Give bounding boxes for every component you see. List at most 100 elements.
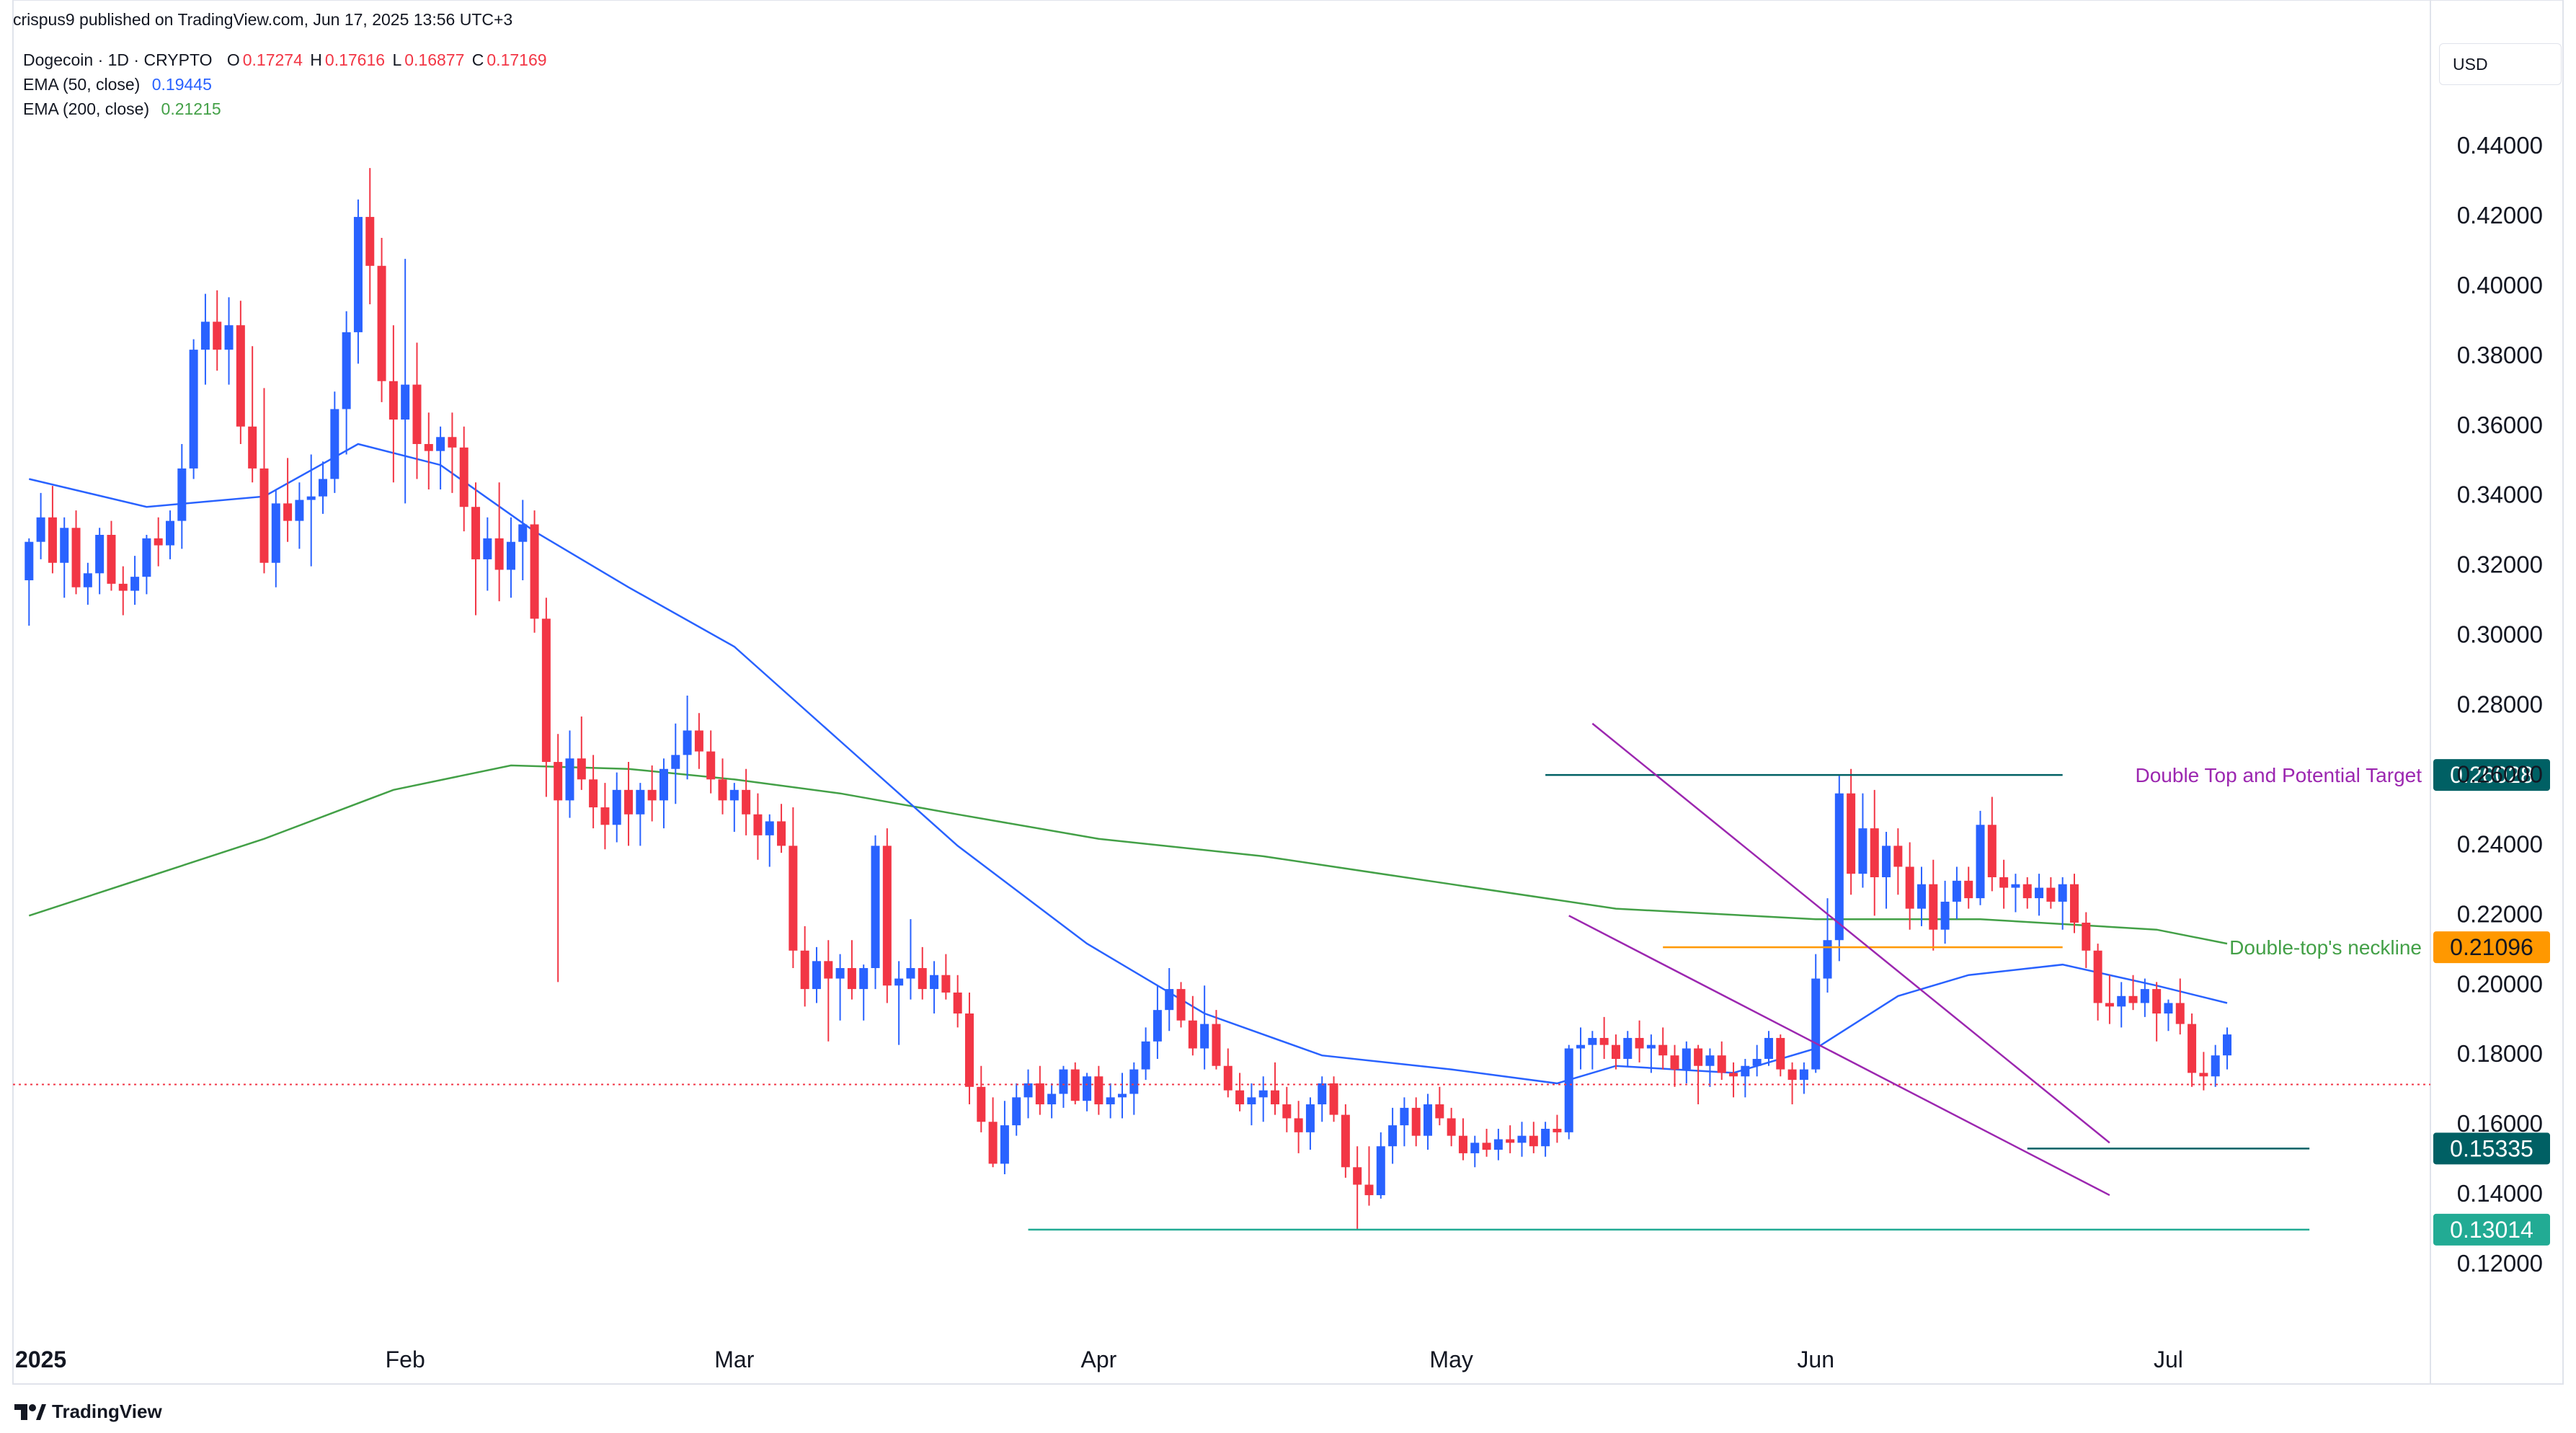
support-1-price-box [2433, 1132, 2550, 1165]
candle-body [1741, 1065, 1750, 1077]
candle-body [1952, 880, 1961, 902]
candle-body [1094, 1076, 1103, 1105]
candle-body [1305, 1104, 1315, 1132]
ema200-value: 0.21215 [161, 99, 221, 118]
candle-body [377, 265, 386, 381]
candle-body [894, 978, 904, 986]
candle-body [1987, 825, 1997, 877]
support-1-price-label: 0.15335 [2450, 1135, 2533, 1161]
y-tick-label: 0.20000 [2457, 970, 2543, 997]
y-tick-label: 0.18000 [2457, 1040, 2543, 1067]
currency-selector[interactable]: USD [2439, 43, 2562, 85]
candle-body [71, 528, 81, 587]
y-tick-label: 0.16000 [2457, 1110, 2543, 1137]
candle-body [1083, 1076, 1092, 1101]
candle-body [1200, 1024, 1209, 1049]
high-value: 0.17616 [324, 50, 386, 69]
candle-body [1529, 1135, 1538, 1147]
candle-body [1152, 1010, 1162, 1042]
candle-body [624, 789, 634, 815]
candle-body [1682, 1048, 1691, 1070]
candle-body [2223, 1034, 2231, 1056]
candle-body [342, 332, 351, 409]
candle-body [718, 779, 727, 801]
candle-body [236, 325, 245, 427]
candle-body [494, 538, 504, 570]
candle-body [471, 507, 481, 559]
candle-body [541, 618, 551, 763]
candle-body [1882, 846, 1891, 877]
candle-body [130, 577, 140, 591]
candle-body [36, 517, 45, 542]
y-tick-label: 0.42000 [2457, 202, 2543, 229]
candle-body [1329, 1083, 1338, 1115]
candle-body [1929, 884, 1938, 930]
candle-body [859, 968, 869, 990]
double-top-target-price-label: 0.26028 [2450, 762, 2533, 788]
candle-body [248, 426, 257, 469]
candle-body [25, 541, 34, 581]
candle-body [835, 968, 845, 979]
candle-body [1717, 1055, 1726, 1073]
candle-body [589, 779, 598, 808]
y-tick-label: 0.32000 [2457, 551, 2543, 578]
x-tick-label: May [1429, 1347, 1473, 1372]
candle-body [1023, 1083, 1033, 1098]
candle-body [565, 758, 574, 801]
ema200-line [28, 764, 2228, 945]
candle-body [2022, 884, 2032, 899]
candle-body [1223, 1065, 1233, 1091]
ema50-legend[interactable]: EMA (50, close) 0.19445 [23, 75, 212, 94]
candle-body [1517, 1135, 1527, 1143]
candle-body [2175, 1003, 2185, 1024]
candle-body [1212, 1024, 1221, 1066]
candle-body [554, 762, 563, 801]
candle-body [224, 325, 234, 350]
candle-body [964, 1013, 974, 1087]
candle-body [2035, 887, 2044, 899]
candle-body [1599, 1037, 1609, 1045]
candle-body [612, 789, 621, 825]
channel-lower-line [1568, 915, 2110, 1197]
candle-body [1917, 884, 1926, 909]
candle-body [2117, 995, 2126, 1007]
candle-body [706, 751, 716, 780]
candle-body [1141, 1041, 1150, 1070]
candle-body [600, 807, 610, 825]
y-tick-label: 0.34000 [2457, 482, 2543, 508]
candle-body [412, 384, 422, 444]
y-tick-label: 0.14000 [2457, 1180, 2543, 1207]
candle-body [213, 321, 222, 350]
y-tick-label: 0.24000 [2457, 830, 2543, 857]
neckline-label: Double-top's neckline [2229, 936, 2422, 959]
candle-body [812, 961, 821, 990]
candle-body [694, 730, 703, 752]
tradingview-logo-icon [14, 1403, 46, 1420]
candle-body [647, 789, 657, 801]
candle-body [1047, 1093, 1057, 1105]
candle-body [436, 437, 445, 451]
candle-body [1729, 1073, 1738, 1077]
x-tick-label: Mar [714, 1347, 754, 1372]
candle-body [2164, 1003, 2173, 1014]
candle-body [95, 535, 105, 574]
candle-body [401, 384, 410, 420]
candle-body [1776, 1037, 1785, 1070]
candle-body [1799, 1069, 1808, 1081]
x-tick-label: Apr [1080, 1347, 1116, 1372]
candle-body [365, 216, 375, 266]
candle-body [2140, 989, 2149, 1003]
tradingview-brand[interactable]: TradingView [14, 1401, 162, 1423]
candle-body [918, 968, 927, 990]
open-value: 0.17274 [242, 50, 303, 69]
x-tick-label: Jun [1797, 1347, 1834, 1372]
ema200-legend[interactable]: EMA (200, close) 0.21215 [23, 99, 221, 118]
candle-body [777, 821, 786, 846]
candle-body [1811, 978, 1821, 1070]
candle-body [2188, 1024, 2197, 1073]
candle-body [1258, 1090, 1268, 1098]
candle-body [1188, 1020, 1197, 1049]
candle-body [1424, 1104, 1433, 1136]
support-2-price-box [2433, 1213, 2550, 1246]
